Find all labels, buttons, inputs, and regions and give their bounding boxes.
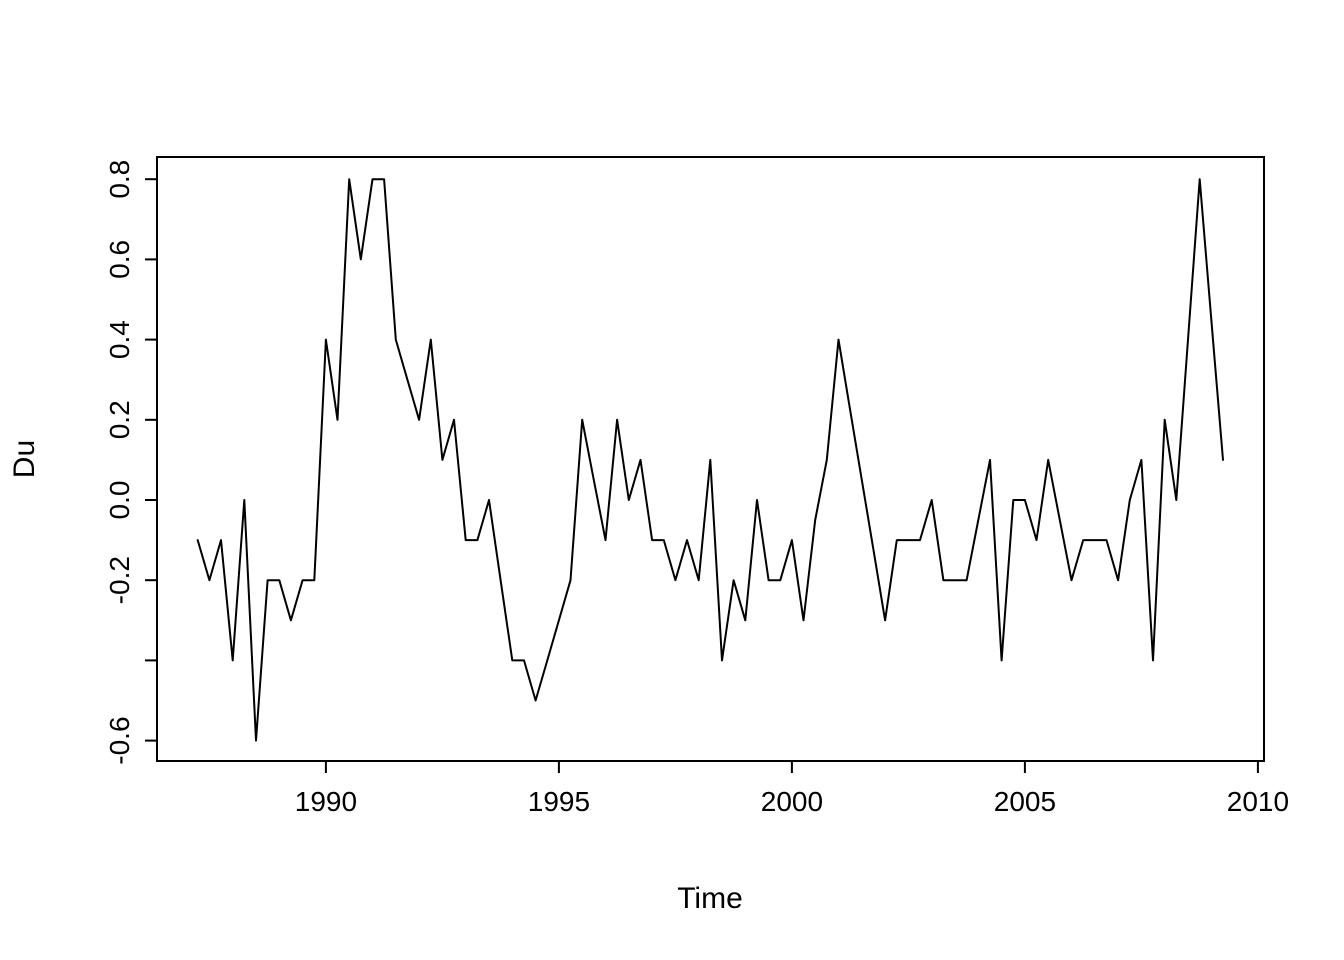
x-axis-title: Time xyxy=(677,882,743,915)
x-tick-label: 2000 xyxy=(761,786,823,817)
series-line-du xyxy=(196,178,1224,742)
y-axis-title: Du xyxy=(8,440,41,478)
x-tick-label: 1995 xyxy=(528,786,590,817)
x-axis-ticks xyxy=(324,761,1259,773)
y-axis-tick-labels: 0.8 0.6 0.4 0.2 0.0 -0.2 -0.6 xyxy=(104,160,135,765)
x-tick-label: 2010 xyxy=(1227,786,1289,817)
plot-area-border xyxy=(156,156,1265,762)
y-axis-ticks xyxy=(145,178,157,742)
y-tick-label: -0.2 xyxy=(104,556,135,604)
y-tick-label: -0.6 xyxy=(104,716,135,764)
x-tick-label: 1990 xyxy=(295,786,357,817)
x-tick-label: 2005 xyxy=(994,786,1056,817)
x-axis-tick-labels: 1990 1995 2000 2005 2010 xyxy=(295,786,1289,817)
y-tick-label: 0.0 xyxy=(104,481,135,520)
y-tick-label: 0.4 xyxy=(104,320,135,359)
y-tick-label: 0.6 xyxy=(104,240,135,279)
y-tick-label: 0.2 xyxy=(104,400,135,439)
y-tick-label: 0.8 xyxy=(104,160,135,199)
